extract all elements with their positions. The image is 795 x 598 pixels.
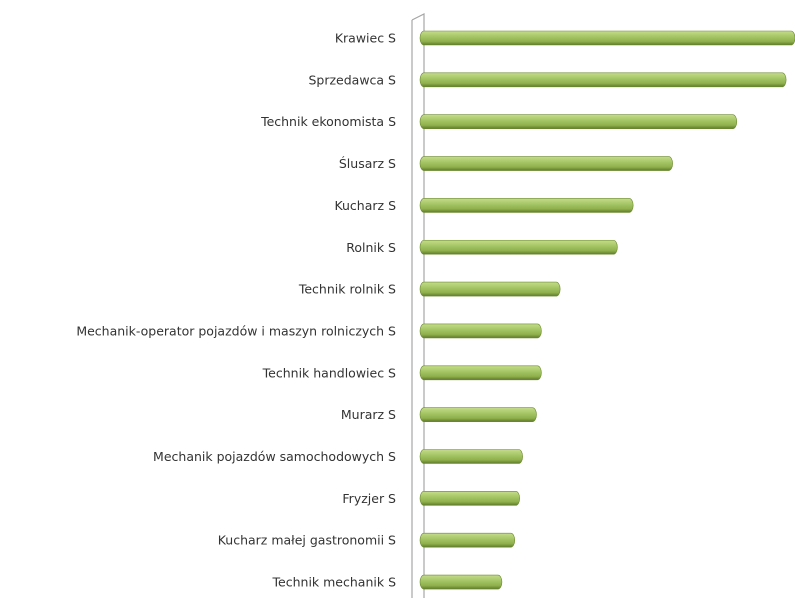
y-tick-label: Technik ekonomista S [260,114,396,129]
y-tick-label: Ślusarz S [339,156,396,171]
bar [419,156,673,171]
y-tick-label: Sprzedawca S [308,72,396,87]
y-tick-label: Rolnik S [346,240,396,255]
bar [419,407,537,422]
y-tick-label: Krawiec S [335,31,396,46]
y-tick-label: Kucharz S [334,198,396,213]
bar [419,30,795,46]
y-tick-label: Fryzjer S [342,491,396,506]
bar [419,323,542,339]
y-tick-label: Murarz S [341,407,396,422]
y-tick-label: Technik handlowiec S [262,365,396,380]
y-tick-label: Kucharz małej gastronomii S [218,533,396,548]
axis-wall [411,13,425,598]
bar [419,72,787,88]
bar [419,532,516,548]
bar [419,114,738,129]
bar [419,491,520,506]
y-tick-label: Mechanik-operator pojazdów i maszyn roln… [76,323,396,338]
bar [419,449,523,464]
bar [419,574,503,590]
bar [419,365,542,381]
bar [419,281,561,297]
y-tick-label: Mechanik pojazdów samochodowych S [153,449,396,464]
bar [419,239,618,255]
y-tick-label: Technik rolnik S [298,282,396,297]
y-tick-label: Technik mechanik S [272,575,397,590]
bar [419,198,634,213]
